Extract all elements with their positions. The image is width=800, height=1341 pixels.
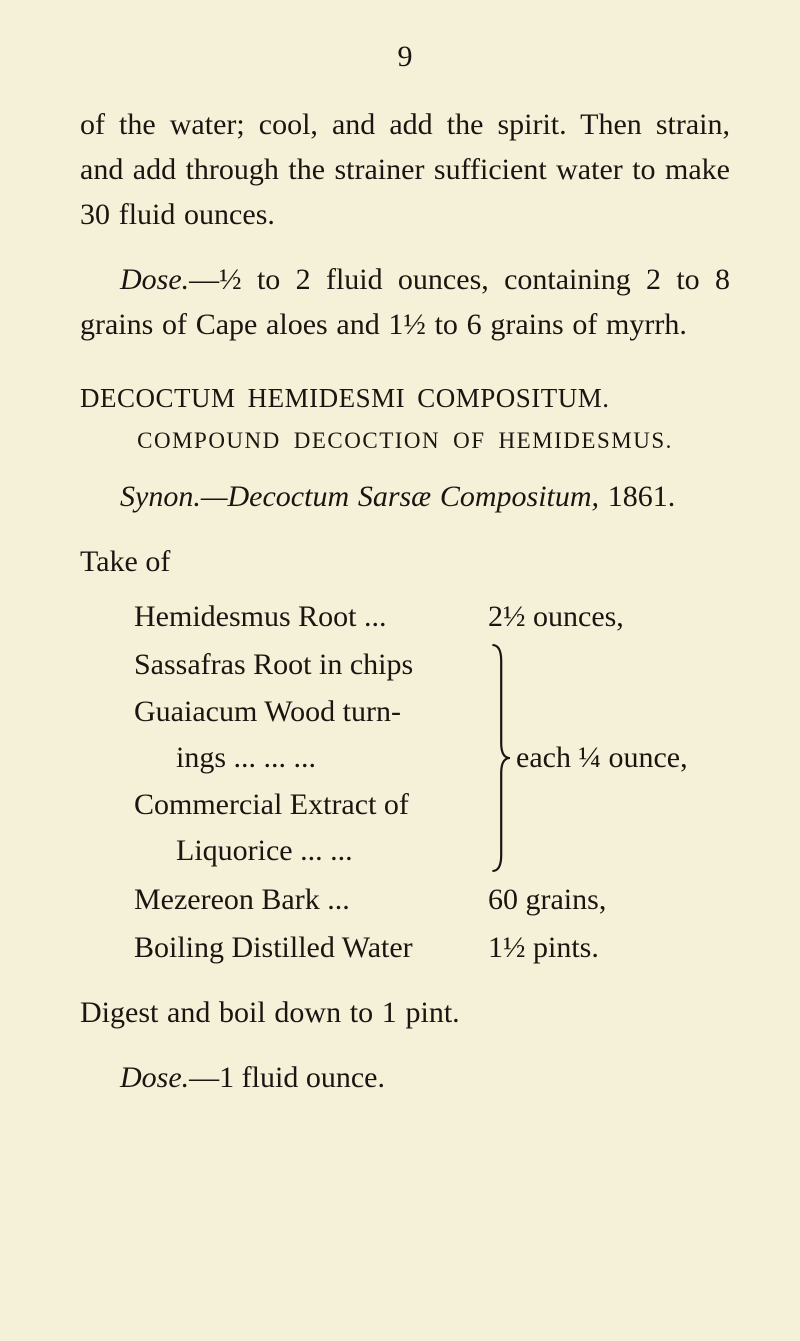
- dose-paragraph: Dose.—½ to 2 fluid ounces, containing 2 …: [80, 257, 730, 347]
- page-number: 9: [80, 40, 730, 74]
- dose-text: —1 fluid ounce.: [189, 1061, 385, 1094]
- dose-label: Dose.: [120, 263, 189, 296]
- section-subtitle: COMPOUND DECOCTION OF HEMIDESMUS.: [80, 428, 730, 454]
- synon-line: Synon.—Decoctum Sarsæ Compositum, 1861.: [80, 474, 730, 519]
- ingredient-brace-group: Sassafras Root in chips Guaiacum Wood tu…: [80, 642, 730, 875]
- synon-text: —Decoctum Sarsæ Compositum,: [201, 480, 599, 513]
- brace-icon: [488, 643, 510, 873]
- synon-label: Synon.: [120, 480, 201, 513]
- brace-line-5: Liquorice ... ...: [80, 828, 488, 875]
- page: 9 of the water; cool, and add the spirit…: [0, 0, 800, 1341]
- ingredient-hemidesmus: Hemidesmus Root ... 2½ ounces,: [80, 594, 730, 641]
- ingredient-name: Mezereon Bark ...: [80, 877, 488, 924]
- ingredient-name: Hemidesmus Root ...: [80, 594, 488, 641]
- ingredient-name: Boiling Distilled Water: [80, 925, 488, 972]
- ingredient-qty: 2½ ounces,: [488, 594, 730, 641]
- ingredient-water: Boiling Distilled Water 1½ pints.: [80, 925, 730, 972]
- brace-line-4: Commercial Extract of: [80, 782, 488, 829]
- ingredient-mezereon: Mezereon Bark ... 60 grains,: [80, 877, 730, 924]
- brace-line-2: Guaiacum Wood turn-: [80, 689, 488, 736]
- dose-label: Dose.: [120, 1061, 189, 1094]
- brace-qty: each ¼ ounce,: [510, 735, 730, 782]
- paragraph-continuation: of the water; cool, and add the spirit. …: [80, 102, 730, 237]
- ingredient-qty: 60 grains,: [488, 877, 730, 924]
- synon-year: 1861.: [599, 480, 675, 513]
- digest-line: Digest and boil down to 1 pint.: [80, 990, 730, 1035]
- take-of: Take of: [80, 539, 730, 586]
- brace-line-1: Sassafras Root in chips: [80, 642, 488, 689]
- final-dose: Dose.—1 fluid ounce.: [80, 1055, 730, 1102]
- ingredient-qty: 1½ pints.: [488, 925, 730, 972]
- brace-line-3: ings ... ... ...: [80, 735, 488, 782]
- section-title: DECOCTUM HEMIDESMI COMPOSITUM.: [80, 383, 730, 414]
